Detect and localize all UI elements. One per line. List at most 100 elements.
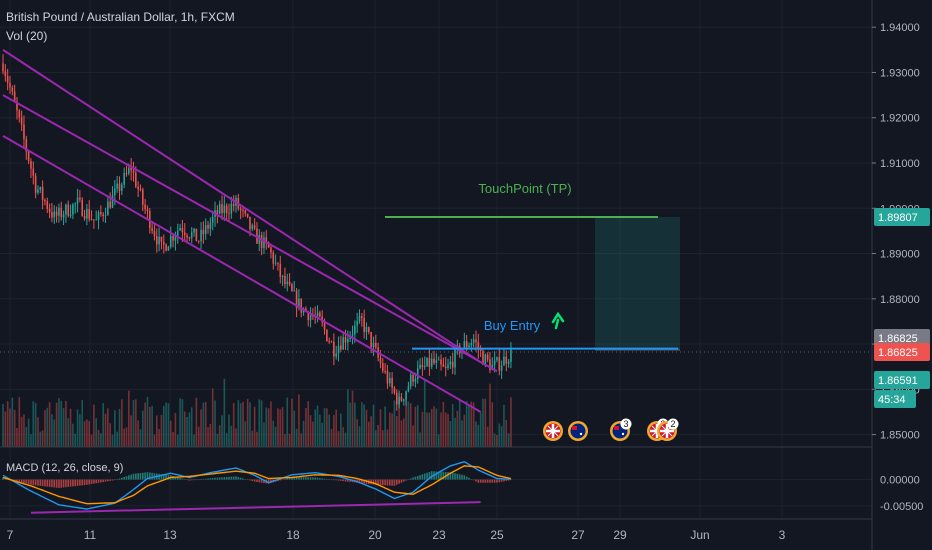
volume-bar: [279, 409, 282, 447]
macd-histogram-bar: [347, 479, 349, 482]
candle-body: [58, 207, 60, 216]
macd-histogram-bar: [507, 479, 510, 481]
candle-body: [81, 199, 84, 217]
macd-histogram-bar: [409, 478, 412, 480]
macd-histogram-bar: [393, 479, 396, 486]
macd-histogram-bar: [286, 478, 289, 480]
volume-bar: [202, 402, 205, 447]
candle-body: [25, 139, 28, 152]
time-tick-label: 20: [368, 528, 382, 542]
macd-histogram-bar: [358, 479, 361, 483]
macd-legend[interactable]: MACD (12, 26, close, 9): [6, 462, 123, 474]
candle-body: [328, 340, 330, 342]
macd-histogram-bar: [65, 479, 67, 488]
volume-bar: [361, 402, 363, 447]
candle-body: [510, 348, 512, 362]
macd-trendline[interactable]: [30, 501, 481, 514]
candle-body: [288, 281, 291, 285]
macd-histogram-bar: [51, 479, 53, 488]
volume-bar: [274, 426, 277, 447]
volume-bar: [316, 405, 319, 447]
volume-bar: [172, 431, 174, 447]
symbol-title[interactable]: British Pound / Australian Dollar, 1h, F…: [6, 10, 235, 24]
candle-body: [372, 342, 375, 348]
candle-body: [121, 184, 123, 191]
price-tick-label: 1.88000: [880, 294, 920, 306]
macd-histogram-bar: [421, 474, 424, 480]
time-axis[interactable]: 7 11 13 18 20 23 25 27 29 Jun 3: [7, 528, 786, 542]
macd-histogram-bar: [419, 475, 421, 480]
macd-histogram-bar: [30, 479, 32, 485]
candle-body: [188, 237, 191, 239]
macd-axis[interactable]: 0.00000 -0.00500: [880, 475, 923, 513]
macd-histogram-bar: [454, 473, 456, 480]
volume-bar: [79, 414, 81, 447]
event-icon-au[interactable]: 3: [610, 418, 632, 442]
volume-bar: [160, 414, 163, 447]
volume-bar: [458, 398, 461, 447]
candle-body: [197, 241, 200, 242]
macd-histogram-bar: [363, 479, 365, 484]
channel-line[interactable]: [2, 134, 482, 413]
candle-body: [442, 364, 445, 367]
candle-body: [179, 228, 181, 231]
volume-bar: [468, 404, 470, 447]
macd-histogram-bar: [503, 479, 505, 482]
channel-line[interactable]: [2, 49, 482, 363]
candle-body: [344, 337, 347, 343]
candle-body: [162, 241, 165, 245]
candle-body: [169, 236, 172, 247]
candle-body: [230, 203, 233, 214]
volume-bar: [39, 431, 42, 447]
candle-body: [433, 358, 435, 364]
macd-histogram-bar: [300, 477, 303, 480]
volume-bar: [456, 410, 459, 447]
event-icon-gb[interactable]: [543, 421, 563, 441]
candle-body: [253, 225, 256, 229]
candle-body: [144, 204, 146, 210]
volume-legend[interactable]: Vol (20): [6, 29, 47, 43]
volume-bar: [232, 403, 235, 447]
macd-histogram-bar: [32, 479, 35, 486]
macd-histogram-bar: [200, 479, 202, 480]
macd-histogram-bar: [309, 477, 312, 480]
buy-entry-label[interactable]: Buy Entry: [484, 318, 541, 333]
candle-body: [18, 110, 21, 118]
candle-body: [295, 290, 298, 308]
volume-bar: [368, 421, 370, 447]
up-arrow-icon[interactable]: [551, 311, 565, 330]
volume-bar: [37, 417, 39, 447]
volume-bar: [179, 398, 181, 447]
take-profit-box[interactable]: [595, 217, 680, 349]
volume-bar: [158, 429, 160, 447]
time-tick-label: 3: [779, 528, 786, 542]
candle-body: [139, 189, 142, 191]
macd-histogram-bar: [111, 479, 114, 481]
macd-histogram-bar: [412, 477, 414, 480]
price-tick-label: 1.89000: [880, 249, 920, 261]
volume-bar: [365, 409, 368, 447]
macd-histogram-bar: [505, 479, 508, 481]
macd-histogram-bar: [479, 479, 482, 483]
macd-histogram-bar: [381, 479, 384, 486]
candle-body: [475, 339, 477, 343]
candle-body: [400, 396, 403, 401]
take-profit-zone: [595, 217, 680, 351]
event-icon-gb[interactable]: 2: [657, 418, 679, 442]
macd-histogram-bar: [132, 473, 135, 480]
volume-bar: [505, 420, 508, 447]
candle-body: [307, 311, 310, 321]
macd-histogram-bar: [333, 479, 335, 481]
event-icon-au[interactable]: [568, 421, 588, 441]
volume-bar: [74, 433, 77, 447]
macd-histogram-bar: [58, 479, 60, 488]
volume-bar: [503, 404, 505, 447]
take-profit-label[interactable]: TouchPoint (TP): [478, 181, 571, 196]
candle-body: [118, 183, 121, 191]
volume-bar: [340, 413, 342, 447]
candle-body: [386, 371, 389, 384]
volume-bar: [375, 430, 377, 447]
candle-body: [51, 212, 53, 218]
volume-bar: [335, 409, 337, 447]
channel-line[interactable]: [2, 94, 498, 373]
